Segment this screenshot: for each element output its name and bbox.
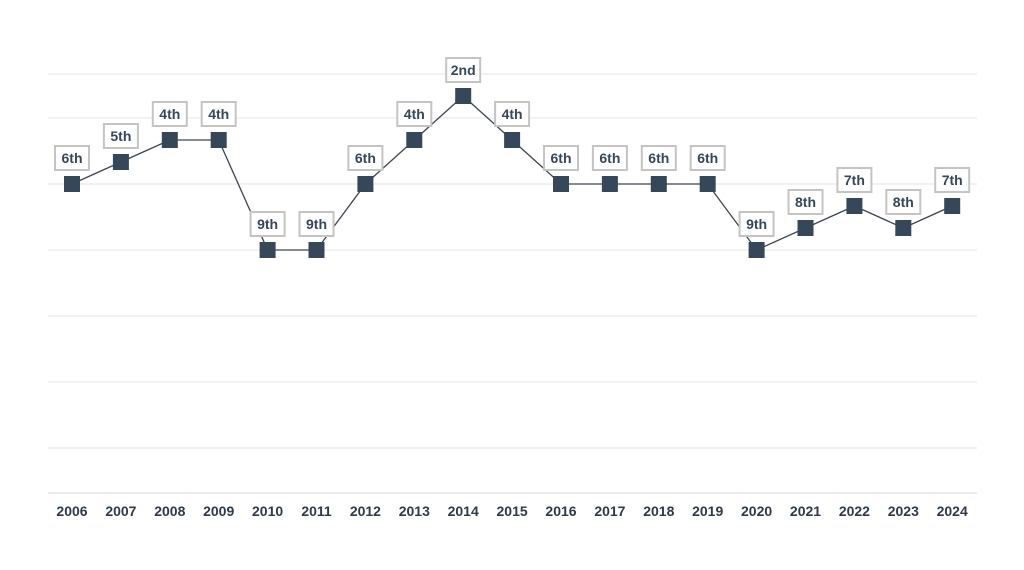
x-tick-label: 2016 bbox=[545, 503, 576, 519]
x-tick-label: 2010 bbox=[252, 503, 283, 519]
data-label-box bbox=[640, 145, 677, 171]
data-label: 9th bbox=[746, 216, 767, 232]
data-point-marker bbox=[357, 176, 374, 192]
data-point-marker bbox=[504, 132, 521, 148]
data-label: 5th bbox=[110, 128, 131, 144]
data-label: 6th bbox=[62, 150, 83, 166]
x-tick-label: 2021 bbox=[790, 503, 821, 519]
data-point-marker bbox=[797, 220, 814, 236]
data-label-box bbox=[738, 211, 775, 237]
data-label: 4th bbox=[502, 106, 523, 122]
data-point-marker bbox=[455, 88, 472, 104]
data-label-box bbox=[151, 101, 188, 127]
data-point-marker bbox=[895, 220, 912, 236]
data-point-marker bbox=[553, 176, 569, 192]
x-tick-label: 2022 bbox=[839, 503, 870, 519]
data-label-box bbox=[200, 101, 237, 127]
data-point-marker bbox=[650, 176, 667, 192]
x-tick-label: 2024 bbox=[937, 503, 968, 519]
data-label: 6th bbox=[599, 150, 620, 166]
x-tick-label: 2020 bbox=[741, 503, 772, 519]
x-tick-label: 2006 bbox=[56, 503, 87, 519]
data-label-box bbox=[591, 145, 628, 171]
data-point-marker bbox=[161, 132, 178, 148]
data-label-box bbox=[102, 123, 139, 149]
x-tick-label: 2012 bbox=[350, 503, 381, 519]
x-tick-label: 2008 bbox=[154, 503, 185, 519]
data-label: 7th bbox=[942, 172, 963, 188]
data-label: 8th bbox=[795, 194, 816, 210]
data-label: 4th bbox=[159, 106, 180, 122]
data-point-marker bbox=[699, 176, 716, 192]
x-tick-label: 2009 bbox=[203, 503, 234, 519]
data-point-marker bbox=[112, 154, 129, 170]
data-label-box bbox=[836, 167, 873, 193]
data-point-marker bbox=[210, 132, 227, 148]
data-point-marker bbox=[259, 242, 276, 258]
x-tick-label: 2017 bbox=[594, 503, 625, 519]
data-label: 4th bbox=[404, 106, 425, 122]
x-tick-label: 2011 bbox=[301, 503, 332, 519]
data-label: 9th bbox=[257, 216, 278, 232]
data-point-marker bbox=[406, 132, 423, 148]
markers bbox=[64, 88, 961, 258]
data-label-box bbox=[543, 145, 579, 171]
data-label: 6th bbox=[551, 150, 572, 166]
data-label: 6th bbox=[355, 150, 376, 166]
data-label-box bbox=[689, 145, 726, 171]
x-tick-label: 2013 bbox=[399, 503, 430, 519]
data-labels: 6th 5th 4th 4th 9th 9th 6th 4th 2nd 4th 6th 6th 6th 6… bbox=[54, 57, 971, 237]
data-label-box bbox=[54, 145, 90, 171]
data-point-marker bbox=[748, 242, 765, 258]
data-point-marker bbox=[846, 198, 863, 214]
x-tick-label: 2014 bbox=[448, 503, 479, 519]
data-label-box bbox=[885, 189, 922, 215]
data-label: 9th bbox=[306, 216, 327, 232]
data-label: 6th bbox=[648, 150, 669, 166]
data-label: 7th bbox=[844, 172, 865, 188]
data-label-box bbox=[787, 189, 824, 215]
x-tick-label: 2023 bbox=[888, 503, 919, 519]
x-axis-ticks: 2006 2007 2008 2009 2010 2011 2012 2013 2014 2015… bbox=[56, 503, 968, 519]
x-tick-label: 2007 bbox=[105, 503, 136, 519]
data-label-box bbox=[934, 167, 971, 193]
data-label: 4th bbox=[208, 106, 229, 122]
x-tick-label: 2019 bbox=[692, 503, 723, 519]
data-label-box bbox=[396, 101, 433, 127]
data-label: 8th bbox=[893, 194, 914, 210]
x-tick-label: 2018 bbox=[643, 503, 674, 519]
data-label-box bbox=[445, 57, 482, 83]
data-label-box bbox=[249, 211, 286, 237]
data-label: 2nd bbox=[451, 62, 476, 78]
data-point-marker bbox=[944, 198, 961, 214]
data-label-box bbox=[347, 145, 384, 171]
data-point-marker bbox=[601, 176, 618, 192]
data-label-box bbox=[494, 101, 531, 127]
data-point-marker bbox=[308, 242, 325, 258]
data-label: 6th bbox=[697, 150, 718, 166]
data-label-box bbox=[298, 211, 335, 237]
x-tick-label: 2015 bbox=[497, 503, 528, 519]
data-point-marker bbox=[64, 176, 80, 192]
